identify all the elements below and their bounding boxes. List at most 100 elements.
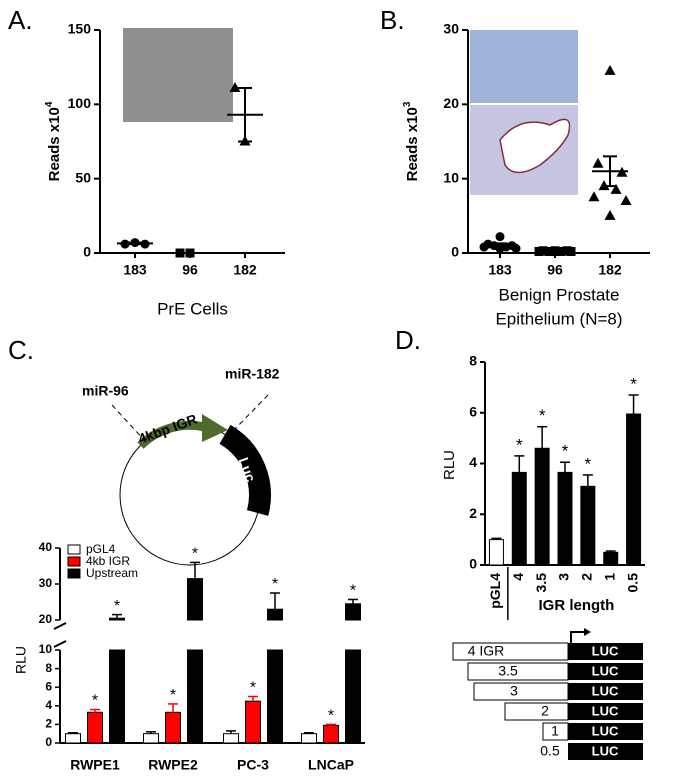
bar bbox=[345, 649, 361, 744]
axis-break bbox=[53, 622, 67, 630]
bar bbox=[488, 539, 504, 566]
bar bbox=[580, 485, 596, 566]
y-tick-label: 2 bbox=[45, 717, 52, 731]
y-tick-label: 100 bbox=[68, 95, 92, 111]
point bbox=[610, 183, 622, 194]
micrograph bbox=[470, 30, 578, 103]
error-bar bbox=[326, 723, 336, 726]
error-bar bbox=[248, 695, 258, 702]
bar bbox=[323, 724, 339, 744]
significance-mark: * bbox=[585, 454, 592, 473]
bar bbox=[109, 617, 125, 621]
bar bbox=[267, 649, 283, 744]
error-bar bbox=[582, 474, 593, 487]
significance-mark: * bbox=[328, 708, 334, 725]
bar bbox=[267, 608, 283, 621]
y-tick-label: 150 bbox=[68, 21, 92, 37]
x-tick-label: RWPE2 bbox=[148, 757, 198, 773]
luc-box bbox=[568, 743, 643, 760]
x-axis-label: Benign Prostate bbox=[499, 285, 620, 304]
luc-segment bbox=[219, 424, 271, 516]
y-tick-label: 20 bbox=[443, 95, 459, 111]
bar bbox=[187, 649, 203, 744]
y-tick-label: 50 bbox=[75, 169, 91, 185]
luc-label: LUC bbox=[592, 643, 619, 658]
error-bar bbox=[128, 241, 142, 246]
site-label: miR-96 bbox=[82, 383, 129, 399]
legend-label: 4kb IGR bbox=[86, 554, 130, 568]
point bbox=[511, 244, 521, 254]
luc-label: LUC bbox=[592, 703, 619, 718]
igr-box bbox=[504, 702, 569, 721]
y-axis-label-exponent: 4 bbox=[44, 101, 55, 107]
y-axis-label: RLU bbox=[13, 646, 29, 674]
bar bbox=[603, 551, 619, 566]
error-bar bbox=[304, 732, 314, 734]
bar bbox=[511, 471, 527, 566]
panel-letter: D. bbox=[395, 325, 421, 355]
error-bar bbox=[190, 561, 200, 579]
y-tick-label: 0 bbox=[45, 735, 52, 749]
bar bbox=[345, 603, 361, 621]
x-tick-label: pGL4 bbox=[487, 573, 503, 609]
luc-box bbox=[568, 683, 643, 700]
igr-box bbox=[473, 682, 569, 701]
error-bar bbox=[537, 425, 548, 449]
panel-letter: C. bbox=[8, 335, 34, 365]
arrow-head bbox=[202, 414, 228, 442]
y-axis-label: Reads x104 bbox=[44, 101, 63, 181]
point bbox=[604, 64, 616, 75]
error-bar bbox=[493, 242, 507, 248]
x-tick-label: RWPE1 bbox=[70, 757, 120, 773]
bar bbox=[187, 578, 203, 621]
y-tick-label: 4 bbox=[45, 698, 52, 712]
error-bar bbox=[270, 592, 280, 610]
promoter-arrow bbox=[570, 631, 584, 643]
luc-box bbox=[568, 643, 643, 660]
plasmid: miR-96 miR-182 4kbp IGR Luc bbox=[82, 366, 280, 566]
x-tick-label: 1 bbox=[601, 573, 617, 581]
y-tick-label: 8 bbox=[469, 353, 477, 369]
error-bar bbox=[514, 455, 525, 473]
error-bar bbox=[603, 155, 617, 188]
error-bar bbox=[560, 461, 570, 473]
significance-mark: * bbox=[350, 583, 356, 600]
significance-mark: * bbox=[170, 687, 176, 704]
y-tick-label: 6 bbox=[45, 679, 52, 693]
y-axis-label-text: Reads x10 bbox=[404, 107, 421, 181]
x-tick-label: 183 bbox=[488, 262, 512, 278]
y-tick-label: 10 bbox=[443, 169, 459, 185]
y-tick-label: 20 bbox=[39, 612, 53, 626]
y-tick-label: 2 bbox=[469, 505, 477, 521]
significance-mark: * bbox=[250, 680, 256, 697]
panel-letter: B. bbox=[380, 5, 405, 35]
construct-label: 1 bbox=[551, 723, 559, 739]
y-tick-label: 4 bbox=[469, 454, 477, 470]
error-bar bbox=[491, 537, 502, 540]
significance-mark: * bbox=[516, 435, 523, 454]
panel-letter: A. bbox=[8, 5, 33, 35]
x-tick-label: 3.5 bbox=[533, 573, 549, 593]
error-bar bbox=[90, 708, 100, 713]
x-tick-label: 4 bbox=[510, 573, 526, 581]
gland-lumen bbox=[499, 118, 571, 174]
construct-label: 3.5 bbox=[498, 663, 518, 679]
construct-label: 3 bbox=[510, 683, 518, 699]
error-bar bbox=[226, 730, 236, 734]
x-tick-label: 2 bbox=[579, 573, 595, 581]
bar bbox=[557, 471, 573, 566]
significance-mark: * bbox=[192, 546, 198, 563]
legend-swatch bbox=[67, 544, 81, 555]
promoter-arrowhead bbox=[584, 628, 591, 636]
point bbox=[495, 232, 505, 242]
micrograph bbox=[123, 28, 233, 122]
bar bbox=[165, 711, 181, 744]
point bbox=[592, 157, 604, 168]
y-tick-label: 6 bbox=[469, 403, 477, 419]
error-bar bbox=[68, 732, 78, 734]
significance-mark: * bbox=[630, 374, 637, 393]
x-tick-label: 3 bbox=[556, 573, 572, 581]
y-tick-label: 0 bbox=[83, 244, 91, 260]
y-tick-label: 0 bbox=[469, 556, 477, 572]
